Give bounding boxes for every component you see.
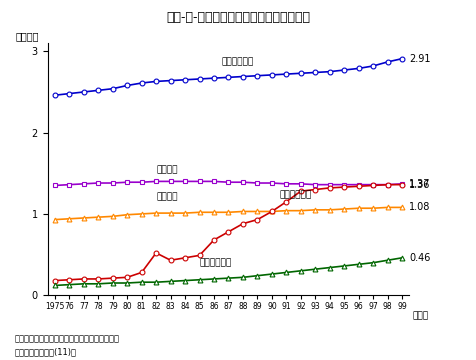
Text: （年）: （年） — [413, 311, 429, 320]
Text: （公営）: （公営） — [156, 165, 178, 174]
Text: 0.46: 0.46 — [409, 253, 430, 263]
Text: 2.91: 2.91 — [409, 54, 431, 64]
Text: （国営）: （国営） — [156, 192, 178, 201]
Text: 資料：総務庁統計局「科学技術研究調査報告」: 資料：総務庁統計局「科学技術研究調査報告」 — [14, 335, 119, 344]
Text: 政府研究機関: 政府研究機関 — [221, 57, 254, 66]
Text: （参照：付属資料(11)）: （参照：付属資料(11)） — [14, 347, 76, 356]
Text: 民営研究機関: 民営研究機関 — [279, 190, 311, 199]
Text: 1.37: 1.37 — [409, 179, 431, 189]
Text: （万人）: （万人） — [15, 31, 39, 41]
Text: 1.36: 1.36 — [409, 180, 430, 190]
Text: （特殊法人）: （特殊法人） — [199, 258, 232, 267]
Text: 1.08: 1.08 — [409, 202, 430, 212]
Text: 第２-２-９図　研究機関の研究者数の推移: 第２-２-９図 研究機関の研究者数の推移 — [166, 11, 310, 24]
